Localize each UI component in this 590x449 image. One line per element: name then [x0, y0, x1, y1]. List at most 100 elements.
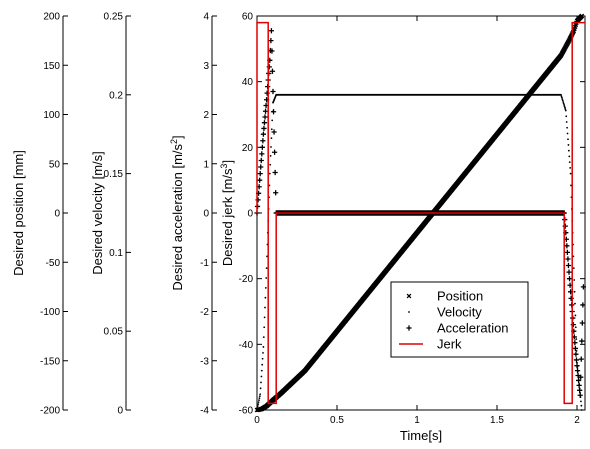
acceleration-point [574, 368, 581, 374]
acceleration-point [576, 382, 582, 388]
acceleration-point [566, 276, 573, 282]
y-tick-label: -2 [200, 307, 209, 318]
velocity-point [569, 172, 572, 175]
acceleration-point [261, 125, 267, 132]
acceleration-point [565, 262, 572, 269]
y-tick-label: 200 [43, 12, 60, 23]
acceleration-point [577, 392, 583, 398]
y-axis-label-end: ] [170, 135, 185, 139]
velocity-point [269, 154, 272, 157]
velocity-point [270, 137, 273, 140]
velocity-point [567, 138, 569, 141]
velocity-point [260, 375, 263, 378]
legend-label-acceleration: Acceleration [437, 321, 509, 336]
velocity-point [566, 132, 569, 135]
velocity-point [258, 399, 260, 402]
velocity-point [265, 267, 268, 270]
y-axis-label-end: ] [220, 160, 235, 164]
velocity-point [574, 314, 577, 317]
y-tick-label: -3 [200, 356, 209, 367]
velocity-point [575, 338, 578, 340]
velocity-point [564, 106, 566, 109]
acceleration-point [271, 129, 277, 135]
series-layer [254, 13, 586, 413]
series-jerk [256, 21, 585, 405]
velocity-point [260, 369, 263, 372]
velocity-point [262, 351, 264, 354]
y-axis-label: Desired velocity [m/s] [90, 151, 105, 275]
y-tick-label: -60 [239, 406, 254, 417]
y-tick-label: 60 [242, 12, 254, 23]
y-tick-label: 0 [117, 406, 123, 417]
y-tick-label: 0.1 [109, 248, 123, 259]
legend-label-jerk: Jerk [437, 337, 462, 352]
velocity-point [569, 166, 572, 169]
jerk-plot-area: 0 0.5 1 1.5 2 Time[s] 60 40 20 0 -20 -40 -60 Desired … [219, 12, 586, 443]
y-tick-label: -40 [239, 340, 254, 351]
acceleration-point [574, 363, 580, 369]
acceleration-point [269, 48, 275, 54]
velocity-point [560, 93, 562, 96]
velocity-point [564, 108, 567, 111]
acceleration-point [580, 302, 586, 308]
velocity-point [268, 172, 271, 175]
velocity-point [264, 296, 267, 299]
x-tick-label: 2 [574, 415, 580, 426]
legend-swatch-velocity [408, 311, 410, 313]
y-tick-label: 1 [203, 159, 209, 170]
acceleration-point [273, 190, 279, 196]
acceleration-point [577, 387, 583, 393]
velocity-point [263, 316, 266, 319]
y-tick-label: 0.2 [109, 90, 123, 101]
velocity-point [258, 397, 261, 400]
velocity-point [264, 306, 266, 309]
velocity-point [565, 121, 568, 123]
acceleration-point [259, 144, 265, 150]
y-tick-label: 40 [242, 77, 254, 88]
y-tick-label: -100 [40, 307, 60, 318]
y-tick-label: -1 [200, 258, 209, 269]
acceleration-point [272, 149, 278, 155]
velocity-point [567, 149, 570, 152]
acceleration-point [268, 38, 274, 44]
y-tick-label: 0.25 [104, 12, 124, 23]
velocity-point [564, 109, 567, 112]
acceleration-point [579, 338, 585, 344]
velocity-point [269, 163, 272, 166]
acceleration-point [578, 356, 584, 362]
velocity-point [568, 161, 571, 164]
y-axis-label: Desired acceleration [m/s2] [169, 135, 185, 290]
acceleration-point [562, 223, 568, 229]
x-tick-label: 1.5 [490, 415, 504, 426]
y-tick-label: -50 [46, 258, 61, 269]
velocity-point [270, 146, 272, 148]
y-tick-label: -4 [200, 406, 209, 417]
acceleration-point [260, 131, 266, 137]
y-tick-label: 2 [203, 110, 209, 121]
acceleration-point [262, 108, 269, 114]
velocity-point [563, 105, 566, 108]
y-tick-label: 50 [49, 159, 61, 170]
y-axis-label-text: Desired velocity [m/s] [90, 151, 105, 275]
y-axis-label-superscript: 3 [219, 164, 229, 169]
velocity-point [567, 144, 570, 146]
velocity-point [265, 277, 268, 279]
acceleration-point [258, 157, 264, 164]
y-tick-label: 4 [203, 12, 209, 23]
y-tick-label: 20 [242, 143, 254, 154]
velocity-point [562, 102, 565, 105]
velocity-point [562, 101, 565, 103]
acceleration-point [578, 374, 584, 380]
acceleration-point [566, 269, 572, 275]
velocity-point [262, 336, 265, 339]
y-axis-label-text: Desired acceleration [m/s [170, 143, 185, 290]
velocity-point [256, 407, 259, 409]
y-axis-label: Desired position [mm] [11, 150, 26, 276]
acceleration-point [260, 138, 266, 144]
y-tick-label: 0 [54, 209, 60, 220]
velocity-point [566, 126, 569, 129]
acceleration-point [257, 177, 263, 183]
